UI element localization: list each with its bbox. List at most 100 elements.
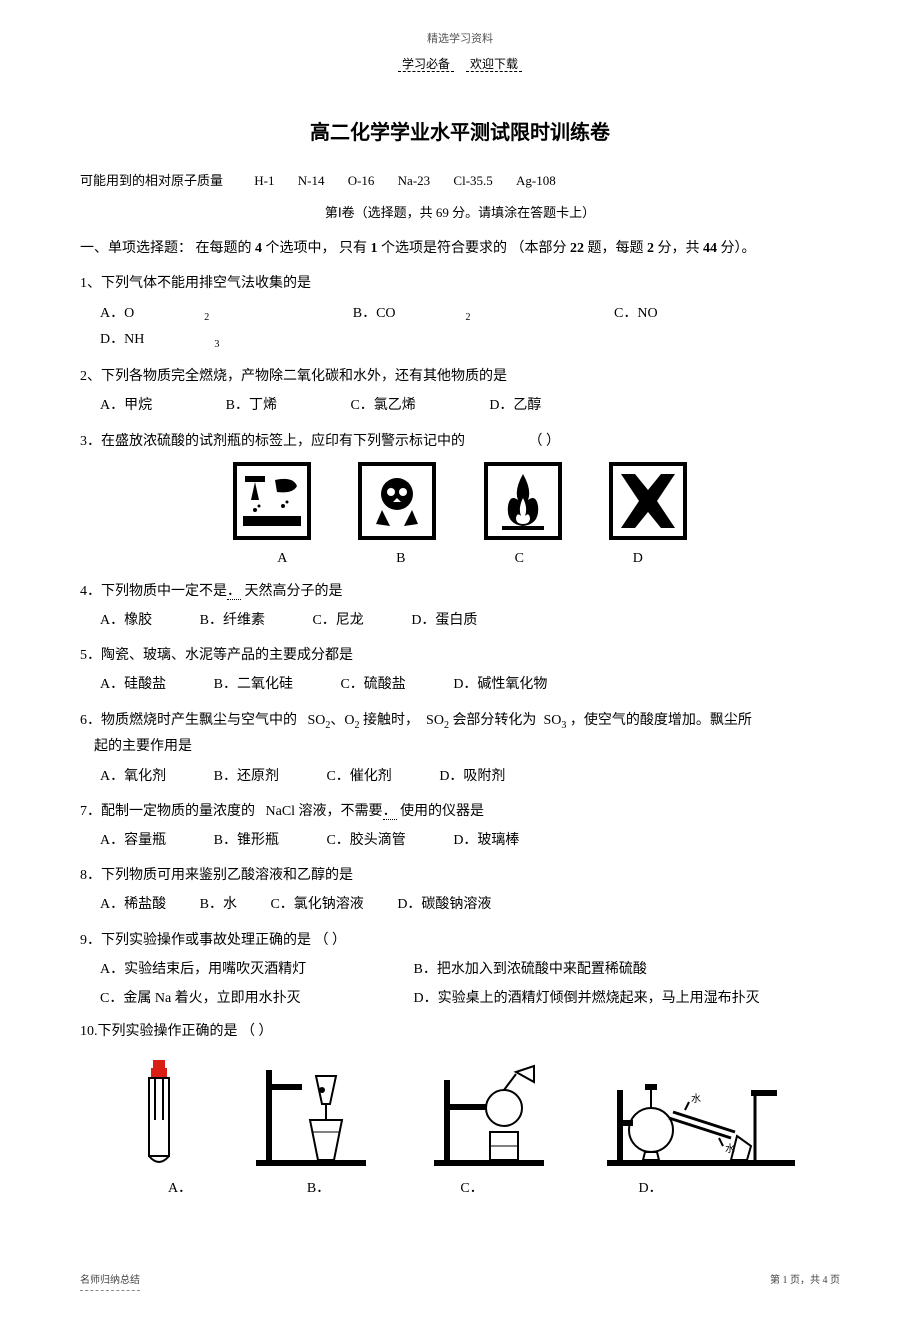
- q10-figures: 水 水: [80, 1060, 840, 1170]
- q4-pre: 4．下列物质中一定不是: [80, 584, 227, 599]
- q7-2: NaCl 溶液，不需要: [266, 804, 383, 819]
- si-5: 分，共: [658, 241, 700, 256]
- q6-so2a: SO: [308, 713, 326, 728]
- q6-a: A．氧化剂: [100, 764, 166, 789]
- mass-n: N-14: [298, 169, 325, 192]
- hazard-labels: A B C D: [80, 546, 840, 571]
- q4-opts: A．橡胶 B．纤维素 C．尼龙 D．蛋白质: [100, 608, 840, 633]
- q5-b: B．二氧化硅: [214, 672, 293, 697]
- q2-opts: A．甲烷 B．丁烯 C．氯乙烯 D．乙醇: [100, 393, 840, 418]
- q1-d: D．NH3: [100, 327, 289, 354]
- q6-1: 6．物质燃烧时产生飘尘与空气中的: [80, 713, 297, 728]
- q5-a: A．硅酸盐: [100, 672, 166, 697]
- apparatus-d-icon: 水 水: [601, 1060, 801, 1170]
- atomic-mass-line: 可能用到的相对原子质量 H-1 N-14 O-16 Na-23 Cl-35.5 …: [80, 169, 840, 192]
- q10-text: 10.下列实验操作正确的是 （ ）: [80, 1019, 840, 1044]
- q6-so2b: SO: [426, 713, 444, 728]
- q9-c: C．金属 Na 着火，立即用水扑灭: [100, 986, 410, 1011]
- q10-la: A．: [120, 1176, 240, 1201]
- q9-opts: A．实验结束后，用嘴吹灭酒精灯 B．把水加入到浓硫酸中来配置稀硫酸 C．金属 N…: [100, 957, 840, 1011]
- q5-text: 5．陶瓷、玻璃、水泥等产品的主要成分都是: [80, 643, 840, 668]
- si-b4: 2: [647, 241, 654, 256]
- section-intro: 一、单项选择题： 在每题的 4 个选项中， 只有 1 个选项是符合要求的 （本部…: [80, 236, 840, 261]
- q8-d: D．碳酸钠溶液: [397, 892, 491, 917]
- svg-text:水: 水: [691, 1093, 701, 1105]
- q3-stem: 3．在盛放浓硫酸的试剂瓶的标签上，应印有下列警示标记中的: [80, 434, 465, 449]
- q2-b: B．丁烯: [226, 393, 277, 418]
- mass-h: H-1: [254, 169, 274, 192]
- q3-text: 3．在盛放浓硫酸的试剂瓶的标签上，应印有下列警示标记中的 （ ）: [80, 429, 840, 454]
- q9-b: B．把水加入到浓硫酸中来配置稀硫酸: [414, 962, 647, 977]
- q8-a: A．稀盐酸: [100, 892, 166, 917]
- q6-4: 会部分转化为: [452, 713, 536, 728]
- q4-text: 4．下列物质中一定不是． 天然高分子的是: [80, 579, 840, 604]
- sub-watermark: 学习必备 欢迎下载: [80, 54, 840, 76]
- q5-c: C．硫酸盐: [340, 672, 405, 697]
- q9-d: D．实验桌上的酒精灯倾倒并燃烧起来，马上用湿布扑灭: [414, 991, 760, 1006]
- q7-text: 7．配制一定物质的量浓度的 NaCl 溶液，不需要． 使用的仪器是: [80, 799, 840, 824]
- mass-label: 可能用到的相对原子质量: [80, 173, 223, 188]
- q2-text: 2、下列各物质完全燃烧，产物除二氧化碳和水外，还有其他物质的是: [80, 364, 840, 389]
- q7-opts: A．容量瓶 B．锥形瓶 C．胶头滴管 D．玻璃棒: [100, 828, 840, 853]
- footer-left: 名师归纳总结: [80, 1272, 140, 1291]
- mass-cl: Cl-35.5: [453, 169, 492, 192]
- q6-so3: SO: [543, 713, 561, 728]
- q4-b: B．纤维素: [200, 608, 265, 633]
- q4-d: D．蛋白质: [411, 608, 477, 633]
- page-title: 高二化学学业水平测试限时训练卷: [80, 115, 840, 151]
- q1-opts: A．O2 B．CO2 C．NO D．NH3: [100, 301, 840, 355]
- q8-text: 8．下列物质可用来鉴别乙酸溶液和乙醇的是: [80, 863, 840, 888]
- corrosive-icon: [233, 462, 311, 540]
- q8-c: C．氯化钠溶液: [270, 892, 363, 917]
- toxic-icon: [358, 462, 436, 540]
- mass-o: O-16: [348, 169, 375, 192]
- q6-s2: 2: [355, 719, 360, 730]
- sub-right: 欢迎下载: [466, 57, 522, 72]
- q7-c: C．胶头滴管: [326, 828, 405, 853]
- q2-a: A．甲烷: [100, 393, 152, 418]
- q3-label-b: B: [343, 546, 458, 571]
- si-3: 个选项是符合要求的 （本部分: [381, 241, 567, 256]
- q5-opts: A．硅酸盐 B．二氧化硅 C．硫酸盐 D．碱性氧化物: [100, 672, 840, 697]
- si-b2: 1: [371, 241, 378, 256]
- si-4: 题，每题: [588, 241, 644, 256]
- q6-b: B．还原剂: [214, 764, 279, 789]
- mass-na: Na-23: [398, 169, 431, 192]
- q2-d: D．乙醇: [489, 393, 541, 418]
- q4-dot: ．: [227, 584, 241, 600]
- q7-b: B．锥形瓶: [214, 828, 279, 853]
- q4-c: C．尼龙: [312, 608, 363, 633]
- q5-d: D．碱性氧化物: [453, 672, 547, 697]
- si-b5: 44: [703, 241, 717, 256]
- q3-label-d: D: [580, 546, 695, 571]
- q6-5: ，使空气的酸度增加。飘尘所: [570, 713, 752, 728]
- si-6: 分）。: [721, 241, 756, 256]
- q3-paren: （ ）: [529, 434, 561, 449]
- part-indicator: 第Ⅰ卷（选择题，共 69 分。请填涂在答题卡上）: [80, 201, 840, 224]
- q7-a: A．容量瓶: [100, 828, 166, 853]
- q1-c: C．NO: [614, 301, 658, 326]
- q9-text: 9．下列实验操作或事故处理正确的是 （ ）: [80, 928, 840, 953]
- si-1: 一、单项选择题： 在每题的: [80, 241, 252, 256]
- q8-b: B．水: [200, 892, 237, 917]
- q6-c: C．催化剂: [326, 764, 391, 789]
- q6-text: 6．物质燃烧时产生飘尘与空气中的 SO2、O2 接触时， SO2 会部分转化为 …: [80, 708, 840, 760]
- q10-ld: D．: [551, 1176, 751, 1201]
- q6-6: 起的主要作用是: [94, 739, 192, 754]
- q4-post: 天然高分子的是: [245, 584, 343, 599]
- q7-3: 使用的仪器是: [400, 804, 484, 819]
- apparatus-a-icon: [119, 1060, 199, 1170]
- q6-d: D．吸附剂: [439, 764, 505, 789]
- q2-c: C．氯乙烯: [350, 393, 415, 418]
- q7-1: 7．配制一定物质的量浓度的: [80, 804, 255, 819]
- flammable-icon: [484, 462, 562, 540]
- q9-a: A．实验结束后，用嘴吹灭酒精灯: [100, 957, 410, 982]
- apparatus-c-icon: [424, 1060, 554, 1170]
- q4-a: A．橡胶: [100, 608, 152, 633]
- q3-label-a: A: [225, 546, 340, 571]
- top-watermark: 精选学习资料: [80, 30, 840, 50]
- q6-opts: A．氧化剂 B．还原剂 C．催化剂 D．吸附剂: [100, 764, 840, 789]
- q1-a: A．O2: [100, 301, 279, 328]
- q10-lb: B．: [244, 1176, 394, 1201]
- sub-left: 学习必备: [398, 57, 454, 72]
